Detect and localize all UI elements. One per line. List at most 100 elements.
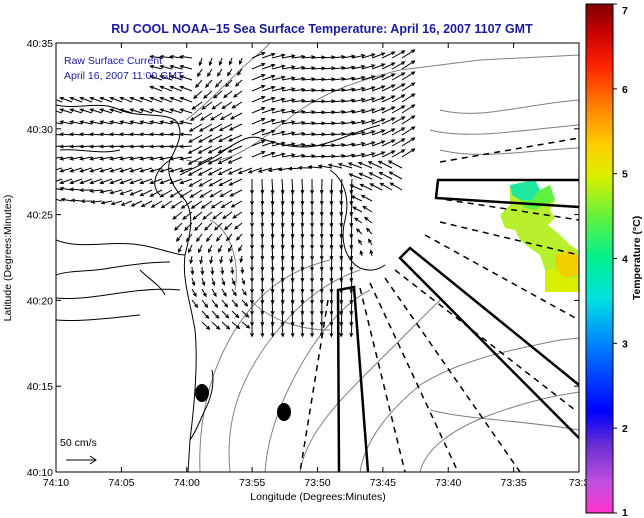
current-arrow xyxy=(359,183,373,191)
current-arrow xyxy=(89,188,103,193)
current-arrow xyxy=(208,178,223,187)
current-arrow xyxy=(348,173,363,180)
current-arrow xyxy=(271,75,286,81)
current-arrow xyxy=(401,49,416,59)
current-arrow xyxy=(310,321,315,338)
current-arrow xyxy=(208,123,223,132)
current-arrow xyxy=(351,75,366,81)
current-arrow xyxy=(221,101,233,110)
chart-title: RU COOL NOAA–15 Sea Surface Temperature:… xyxy=(111,22,533,36)
current-arrow xyxy=(371,85,386,92)
current-arrow xyxy=(119,120,133,125)
current-arrow xyxy=(218,244,223,253)
current-arrow xyxy=(391,116,406,125)
current-arrow xyxy=(80,199,93,204)
colorbar-tick-label: 7 xyxy=(622,5,628,17)
current-arrow xyxy=(218,57,223,66)
current-arrow xyxy=(149,108,163,114)
current-arrow xyxy=(199,189,213,198)
current-arrow xyxy=(207,68,213,78)
current-arrow xyxy=(187,167,203,176)
current-arrow xyxy=(205,79,213,88)
current-arrow xyxy=(361,119,376,125)
current-arrow xyxy=(169,96,183,103)
current-arrow xyxy=(99,96,113,103)
current-arrow xyxy=(100,200,113,205)
current-arrow xyxy=(271,130,286,136)
colorbar-tick-label: 6 xyxy=(622,84,628,96)
current-arrow xyxy=(197,145,213,154)
current-arrow xyxy=(363,216,373,224)
current-arrow xyxy=(119,132,133,137)
x-axis-label: Longitude (Degrees:Minutes) xyxy=(250,491,385,503)
current-arrow xyxy=(221,321,231,330)
current-arrow xyxy=(199,112,213,121)
current-arrow xyxy=(228,178,243,186)
current-arrow xyxy=(159,64,173,70)
current-arrow xyxy=(267,167,283,173)
current-arrow xyxy=(221,299,229,308)
current-arrow xyxy=(149,132,163,137)
current-arrow xyxy=(179,132,193,137)
current-arrow xyxy=(89,132,103,137)
current-arrow xyxy=(361,108,376,114)
current-arrow xyxy=(351,86,366,92)
current-arrow xyxy=(351,141,366,147)
current-arrow xyxy=(149,167,163,173)
current-arrow xyxy=(228,57,233,66)
current-arrow xyxy=(178,244,183,254)
current-arrow xyxy=(119,144,133,149)
current-arrow xyxy=(149,120,163,125)
current-arrow xyxy=(401,71,416,81)
current-arrow xyxy=(79,120,93,125)
current-arrow xyxy=(224,79,233,88)
current-arrow xyxy=(197,68,203,78)
current-arrow xyxy=(231,321,241,330)
current-arrow xyxy=(362,205,373,213)
current-arrow xyxy=(230,200,243,208)
current-arrow xyxy=(169,85,183,92)
current-arrow xyxy=(69,96,83,103)
current-arrow xyxy=(261,63,276,70)
current-arrow xyxy=(149,144,163,149)
current-arrow xyxy=(169,144,183,149)
current-arrow xyxy=(69,144,83,149)
current-arrow xyxy=(251,118,266,125)
x-tick-label: 73:45 xyxy=(370,477,396,489)
current-arrow xyxy=(381,128,396,136)
current-arrow xyxy=(391,83,406,92)
current-arrow xyxy=(371,129,386,136)
current-arrow xyxy=(231,299,239,308)
current-arrow xyxy=(371,52,386,59)
current-arrow xyxy=(59,186,73,191)
current-arrow xyxy=(347,162,363,169)
current-arrow xyxy=(220,200,233,209)
current-arrow xyxy=(401,60,416,70)
y-tick-label: 40:30 xyxy=(27,124,53,136)
axis-ticks: 74:10 74:05 74:00 73:55 73:50 73:45 73:40 73:35… xyxy=(27,38,590,489)
current-arrow xyxy=(214,222,223,231)
current-arrow xyxy=(391,72,406,81)
current-arrow xyxy=(281,76,296,81)
current-arrow xyxy=(201,277,206,287)
current-arrow xyxy=(139,108,153,114)
current-arrow xyxy=(251,63,266,70)
current-arrow xyxy=(149,156,163,161)
current-arrow xyxy=(119,156,133,161)
current-arrow xyxy=(381,84,396,92)
current-arrow xyxy=(213,90,223,99)
current-arrow xyxy=(217,68,223,77)
current-arrow xyxy=(351,119,366,125)
current-arrow xyxy=(238,244,243,252)
current-arrow xyxy=(179,85,193,92)
current-arrow xyxy=(210,200,223,209)
current-arrow xyxy=(211,101,223,110)
colorbar-tick-label: 4 xyxy=(622,254,628,266)
current-arrow xyxy=(159,156,173,161)
current-arrow xyxy=(79,178,93,185)
current-arrow xyxy=(179,156,193,161)
current-arrow xyxy=(174,222,183,231)
current-arrow xyxy=(202,211,213,220)
current-arrow xyxy=(229,255,234,264)
